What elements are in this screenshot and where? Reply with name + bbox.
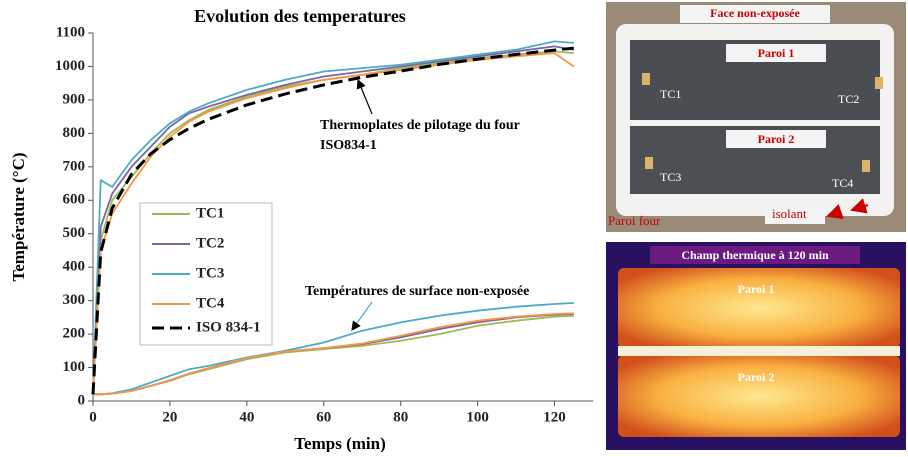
plot: 0 100 200 300 400 500 600 700 800 900 1000 1100 0 20 4… — [55, 24, 593, 425]
legend-label: TC2 — [196, 235, 224, 251]
y-tick-label: 700 — [63, 158, 86, 174]
chart-title: Evolution des temperatures — [194, 6, 406, 26]
thermal-image: Champ thermique à 120 min Paroi 1 Paroi … — [606, 242, 906, 450]
legend-label: TC4 — [196, 295, 225, 311]
photo-label: Paroi four — [608, 213, 661, 228]
photo-title: Face non-exposée — [710, 6, 800, 20]
legend-label: TC3 — [196, 265, 224, 281]
x-tick-label: 40 — [239, 409, 254, 425]
legend-label: TC1 — [196, 205, 224, 221]
y-tick-label: 1000 — [55, 58, 85, 74]
x-axis-label: Temps (min) — [294, 434, 385, 452]
y-tick-label: 300 — [63, 292, 86, 308]
photo-label: TC3 — [660, 170, 681, 184]
series-line — [91, 46, 574, 395]
x-tick-label: 0 — [89, 409, 97, 425]
y-tick-label: 1100 — [56, 24, 85, 40]
thermal-label: Paroi 1 — [738, 282, 775, 296]
photo-label: isolant — [772, 206, 807, 221]
x-tick-label: 80 — [393, 409, 408, 425]
y-tick-label: 900 — [63, 91, 86, 107]
thermal-title: Champ thermique à 120 min — [681, 248, 829, 262]
y-tick-label: 0 — [78, 392, 86, 408]
y-tick-label: 500 — [63, 225, 86, 241]
y-tick-label: 800 — [63, 125, 86, 141]
photo-label: TC4 — [832, 176, 853, 190]
y-tick-label: 600 — [63, 192, 86, 208]
photo-label: Paroi 1 — [758, 46, 795, 60]
annotation: ISO834-1 — [320, 138, 377, 153]
annotation: Thermoplates de pilotage du four — [320, 118, 520, 133]
photo-label: TC1 — [660, 87, 681, 101]
x-tick-label: 100 — [466, 409, 489, 425]
legend-label: ISO 834-1 — [196, 319, 261, 335]
x-tick-label: 20 — [162, 409, 177, 425]
arrow — [351, 301, 373, 331]
thermal-label: Paroi 2 — [738, 370, 775, 384]
arrow — [356, 78, 373, 115]
series-line — [93, 312, 574, 396]
y-axis-label: Température (°C) — [9, 152, 28, 281]
series-line — [92, 40, 574, 395]
x-tick-label: 60 — [316, 409, 331, 425]
y-tick-label: 400 — [63, 259, 86, 275]
photo-label: TC2 — [838, 92, 859, 106]
photo-label: Paroi 2 — [758, 132, 795, 146]
y-tick-label: 100 — [63, 359, 86, 375]
series-line — [92, 45, 574, 395]
photo: Face non-exposée Paroi 1 Paroi 2 TC1 TC2… — [606, 2, 906, 232]
legend-entries: TC1 TC2 TC3 TC4 ISO 834-1 — [152, 205, 261, 335]
x-tick-label: 120 — [543, 409, 566, 425]
annotation: Températures de surface non-exposée — [305, 284, 529, 299]
y-tick-label: 200 — [63, 326, 86, 342]
